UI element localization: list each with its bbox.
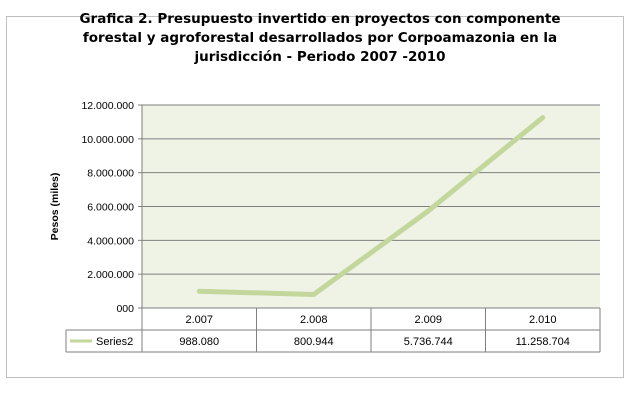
y-tick-label: 12.000.000 [81,100,134,112]
data-table-value: 988.080 [179,336,219,348]
y-tick-label: 10.000.000 [81,134,134,146]
chart-title-line-1: Grafica 2. Presupuesto invertido en proy… [79,11,561,27]
x-category-label: 2.010 [529,314,557,326]
series-line [196,115,546,297]
legend-label: Series2 [96,336,133,348]
chart-title-line-3: jurisdicción - Periodo 2007 -2010 [194,49,446,65]
y-tick-label: 4.000.000 [87,235,134,247]
y-axis-title: Pesos (miles) [49,173,61,241]
x-category-label: 2.008 [300,314,328,326]
y-tick-label: 6.000.000 [87,202,134,214]
x-category-label: 2.007 [185,314,213,326]
y-tick-label: 8.000.000 [87,168,134,180]
data-table-value: 800.944 [294,336,334,348]
x-category-label: 2.009 [414,314,442,326]
y-tick-label: 2.000.000 [87,269,134,281]
y-tick-label: 000 [116,303,134,315]
chart-title-line-2: forestal y agroforestal desarrollados po… [82,30,558,46]
data-table-value: 5.736.744 [404,336,453,348]
chart-title: Grafica 2. Presupuesto invertido en proy… [0,10,640,67]
data-table-value: 11.258.704 [516,336,570,348]
